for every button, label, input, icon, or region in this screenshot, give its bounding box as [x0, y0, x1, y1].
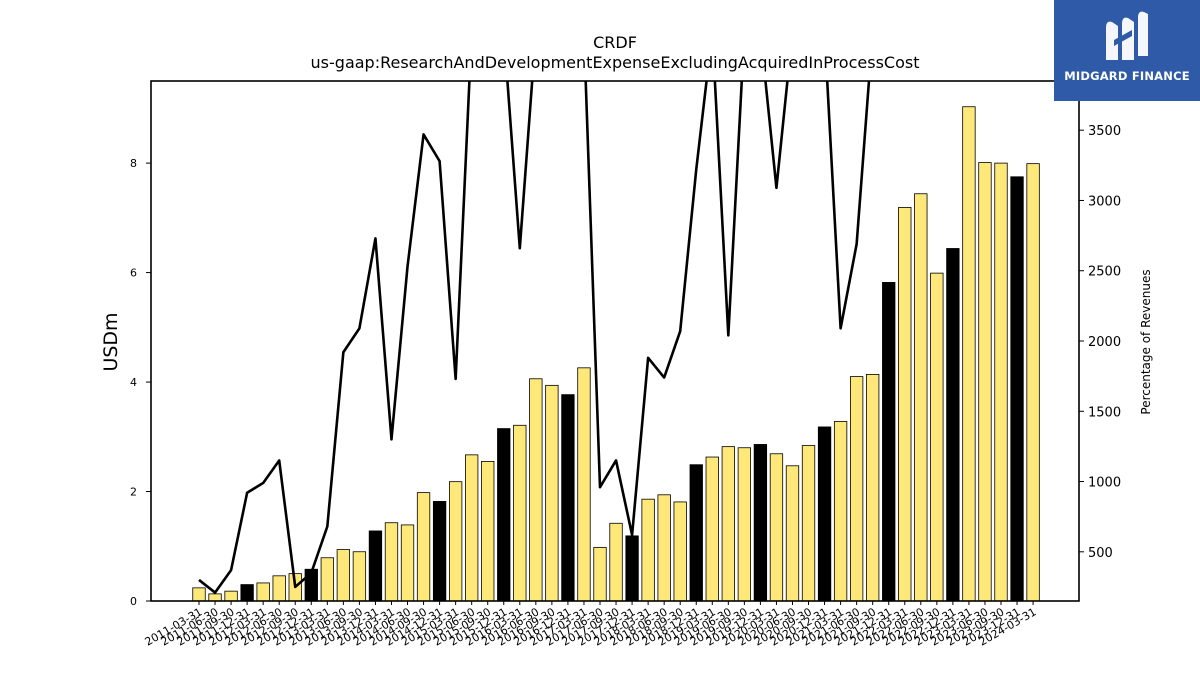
bar-2014-06-30: [400, 524, 415, 602]
midgard-logo-icon: [1106, 11, 1148, 61]
y2-tick-label: 2000: [1088, 335, 1121, 350]
bar-2016-06-30: [529, 378, 543, 602]
bar-2015-03-31: [448, 481, 463, 602]
y2-tick-label: 1500: [1088, 405, 1121, 420]
bar-2014-09-30: [416, 492, 431, 602]
y2-tick-label: 2500: [1088, 265, 1121, 280]
bar-series: [192, 106, 1040, 602]
bar-2022-12-31: [946, 248, 960, 602]
bar-2020-09-30: [801, 445, 816, 602]
y-tick-label: 0: [130, 595, 137, 608]
line-series-group: [198, 81, 871, 594]
bar-2021-06-30: [849, 376, 864, 602]
bar-2013-03-31: [320, 557, 334, 602]
bar-2011-12-31: [240, 584, 254, 602]
bar-2015-06-30: [465, 454, 479, 602]
y-tick-label: 4: [130, 376, 137, 389]
bar-2022-06-30: [914, 193, 928, 602]
bar-2019-06-30: [721, 446, 735, 602]
y2-tick-label: 500: [1088, 546, 1113, 561]
y-tick-label: 8: [130, 157, 137, 170]
bar-2018-06-30: [657, 494, 671, 602]
bar-2023-03-31: [962, 106, 976, 602]
bar-2016-03-31: [513, 424, 527, 602]
y-tick-label: 6: [130, 267, 137, 280]
bar-2019-09-30: [737, 447, 752, 602]
bar-2019-03-31: [705, 456, 719, 602]
bar-2023-06-30: [978, 162, 992, 602]
bar-2018-12-31: [689, 464, 703, 602]
bar-2020-06-30: [785, 465, 800, 602]
bar-2011-03-31: [192, 587, 206, 602]
bar-2016-12-31: [561, 394, 575, 602]
brand-logo: MIDGARD FINANCE: [1054, 0, 1200, 101]
bar-2017-12-31: [625, 535, 639, 602]
bar-2012-03-31: [256, 582, 270, 602]
bar-2013-09-30: [352, 551, 367, 602]
y2-tick-label: 3000: [1088, 194, 1121, 209]
y2-axis-label: Percentage of Revenues: [1139, 269, 1153, 414]
bar-2018-03-31: [641, 498, 655, 602]
bar-2020-03-31: [769, 453, 784, 602]
bar-2014-12-31: [432, 500, 447, 602]
chart-title: CRDF: [593, 33, 637, 52]
bar-2016-09-30: [545, 384, 559, 602]
bar-2023-12-31: [1010, 176, 1024, 602]
bar-2024-03-31: [1026, 163, 1040, 602]
bar-2021-12-31: [882, 282, 896, 602]
bar-2020-12-31: [817, 426, 832, 602]
bar-2021-09-30: [866, 373, 880, 602]
y-tick-labels: 0 2 4 6 8: [130, 157, 151, 608]
x-tick-labels: 2011-03-312011-06-302011-09-302011-12-31…: [143, 601, 1039, 649]
bar-2022-03-31: [898, 207, 912, 602]
bar-2013-12-31: [368, 530, 383, 602]
bar-2015-12-31: [497, 428, 511, 602]
bar-2013-06-30: [336, 549, 351, 602]
y2-tick-label: 1000: [1088, 476, 1121, 491]
bar-2015-09-30: [481, 461, 495, 602]
logo-text: MIDGARD FINANCE: [1064, 69, 1190, 83]
bar-2022-09-30: [930, 272, 944, 602]
bar-2012-06-30: [272, 575, 286, 602]
y-axis-label: USDm: [100, 312, 122, 371]
bar-2021-03-31: [833, 421, 848, 602]
bar-2017-03-31: [577, 367, 591, 602]
bar-2023-09-30: [994, 162, 1008, 602]
bar-2018-09-30: [673, 501, 687, 602]
bar-2017-09-30: [609, 522, 623, 602]
bar-2019-12-31: [753, 444, 768, 602]
y2-tick-labels: 500 1000 1500 2000 2500 3000 3500: [1079, 124, 1121, 561]
bar-2014-03-31: [384, 522, 399, 602]
revenue-pct-line: [198, 81, 871, 594]
bar-2011-09-30: [224, 590, 238, 602]
bar-2017-06-30: [593, 546, 607, 602]
bar-2011-06-30: [208, 593, 222, 602]
y2-tick-label: 3500: [1088, 124, 1121, 139]
chart-subtitle: us-gaap:ResearchAndDevelopmentExpenseExc…: [311, 53, 920, 72]
y-tick-label: 2: [130, 486, 137, 499]
